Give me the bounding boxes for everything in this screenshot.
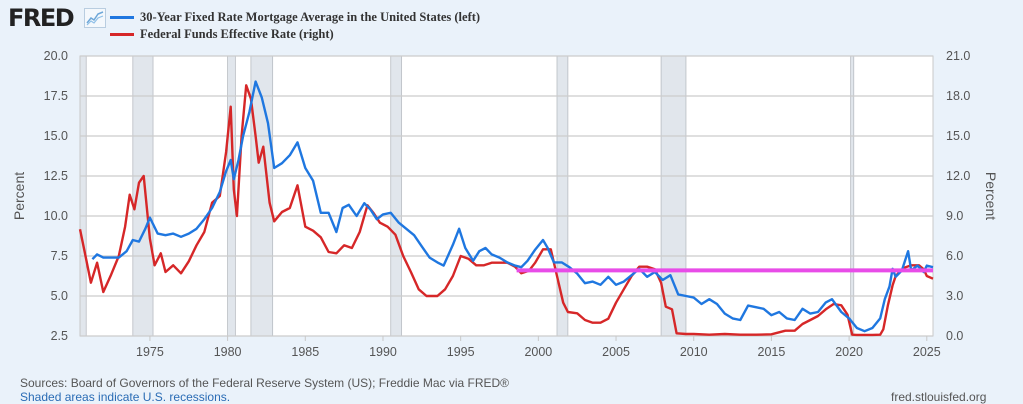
recession-band bbox=[850, 55, 855, 337]
y-tick-label-left: 20.0 bbox=[44, 49, 68, 63]
sources-note: Sources: Board of Governors of the Feder… bbox=[20, 376, 510, 390]
y-tick-label-right: 15.0 bbox=[946, 129, 970, 143]
fred-url[interactable]: fred.stlouisfed.org bbox=[891, 390, 987, 404]
legend: 30-Year Fixed Rate Mortgage Average in t… bbox=[110, 9, 480, 43]
x-tick-label: 2015 bbox=[758, 345, 786, 359]
x-tick-label: 1995 bbox=[447, 345, 475, 359]
recession-band bbox=[390, 55, 403, 337]
y-tick-label-left: 15.0 bbox=[44, 129, 68, 143]
legend-swatch-mortgage bbox=[110, 16, 134, 19]
x-tick-label: 1980 bbox=[214, 345, 242, 359]
y-tick-label-left: 7.5 bbox=[51, 249, 68, 263]
y-axis-title-left: Percent bbox=[11, 172, 27, 220]
legend-label-mortgage: 30-Year Fixed Rate Mortgage Average in t… bbox=[140, 10, 481, 24]
x-tick-label: 2005 bbox=[602, 345, 630, 359]
y-tick-label-left: 2.5 bbox=[51, 329, 68, 343]
legend-item-fedfunds[interactable]: Federal Funds Effective Rate (right) bbox=[110, 26, 480, 43]
x-tick-label: 1990 bbox=[369, 345, 397, 359]
legend-item-mortgage[interactable]: 30-Year Fixed Rate Mortgage Average in t… bbox=[110, 9, 480, 26]
y-tick-label-right: 6.0 bbox=[946, 249, 963, 263]
y-tick-label-right: 21.0 bbox=[946, 49, 970, 63]
y-tick-label-right: 3.0 bbox=[946, 289, 963, 303]
y-tick-label-left: 12.5 bbox=[44, 169, 68, 183]
mortgage-rate-line bbox=[91, 80, 934, 333]
legend-swatch-fedfunds bbox=[110, 33, 134, 36]
fred-logo[interactable]: FRED bbox=[8, 4, 75, 32]
y-tick-label-left: 5.0 bbox=[51, 289, 68, 303]
x-tick-label: 2010 bbox=[680, 345, 708, 359]
x-tick-label: 2000 bbox=[524, 345, 552, 359]
fed-funds-rate-line bbox=[78, 84, 934, 337]
x-tick-label: 2020 bbox=[835, 345, 863, 359]
y-tick-label-left: 17.5 bbox=[44, 89, 68, 103]
x-tick-label: 2025 bbox=[913, 345, 941, 359]
recession-band bbox=[79, 55, 87, 337]
recession-note-link[interactable]: Shaded areas indicate U.S. recessions. bbox=[20, 390, 231, 404]
y-tick-label-right: 0.0 bbox=[946, 329, 963, 343]
line-chart-icon bbox=[84, 8, 106, 28]
y-tick-label-right: 18.0 bbox=[946, 89, 970, 103]
x-tick-label: 1985 bbox=[291, 345, 319, 359]
y-axis-title-right: Percent bbox=[983, 172, 999, 220]
legend-label-fedfunds: Federal Funds Effective Rate (right) bbox=[140, 27, 334, 41]
recession-band bbox=[660, 55, 687, 337]
y-tick-label-right: 12.0 bbox=[946, 169, 970, 183]
y-tick-label-left: 10.0 bbox=[44, 209, 68, 223]
plot-background bbox=[80, 56, 933, 336]
x-tick-label: 1975 bbox=[136, 345, 164, 359]
recession-band bbox=[556, 55, 569, 337]
y-tick-label-right: 9.0 bbox=[946, 209, 963, 223]
